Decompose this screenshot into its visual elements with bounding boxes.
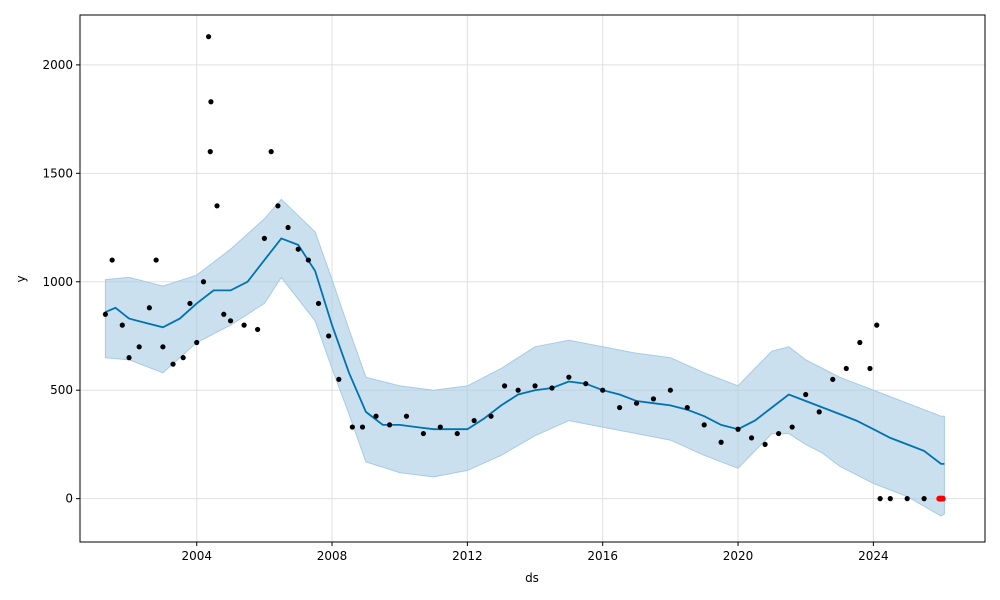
observed-point <box>583 381 589 387</box>
observed-point <box>109 257 115 263</box>
observed-point <box>877 496 883 502</box>
observed-point <box>373 413 379 419</box>
observed-point <box>617 404 623 411</box>
observed-point <box>268 149 274 155</box>
y-axis-label: y <box>14 275 28 282</box>
observed-point <box>221 311 227 317</box>
observed-point <box>315 300 322 307</box>
observed-point <box>684 404 690 411</box>
observed-point <box>437 424 443 430</box>
x-tick-label: 2008 <box>317 549 348 563</box>
observed-point <box>904 496 910 502</box>
observed-point <box>170 361 176 367</box>
observed-point <box>180 355 186 361</box>
observed-point <box>667 387 673 393</box>
observed-point <box>532 383 538 389</box>
observed-point <box>126 355 132 361</box>
x-tick-label: 2004 <box>181 549 212 563</box>
x-tick-label: 2020 <box>723 549 754 563</box>
marker-points <box>936 495 946 502</box>
plot-frame <box>79 14 986 543</box>
observed-point <box>735 426 741 432</box>
x-tick-label: 2016 <box>587 549 618 563</box>
observed-point <box>748 435 755 441</box>
uncertainty-band <box>104 198 945 517</box>
observed-point <box>816 409 822 415</box>
observed-point <box>295 246 301 252</box>
observed-point <box>119 322 125 328</box>
observed-point <box>194 339 200 346</box>
observed-point <box>102 311 108 317</box>
observed-point <box>501 383 508 389</box>
observed-point <box>336 376 342 382</box>
y-tick-label: 0 <box>65 492 73 506</box>
observed-point <box>867 365 873 372</box>
forecast-line <box>105 237 945 465</box>
observed-point <box>227 318 234 324</box>
x-tick-label: 2012 <box>452 549 483 563</box>
observed-point <box>650 396 657 402</box>
observed-point-outlier <box>208 99 214 105</box>
observed-point <box>887 496 893 502</box>
observed-point <box>549 385 555 391</box>
observed-points <box>102 34 944 502</box>
observed-point <box>285 224 291 231</box>
observed-point <box>200 279 207 285</box>
observed-point <box>857 339 863 346</box>
observed-point <box>600 387 606 393</box>
observed-point <box>701 422 707 428</box>
x-axis-ticks: 2004 2008 2012 2016 2020 2024 <box>181 542 889 563</box>
observed-point <box>160 344 166 350</box>
observed-point <box>515 387 521 393</box>
y-tick-label: 1500 <box>42 166 73 180</box>
observed-point <box>146 305 152 311</box>
observed-point <box>275 203 281 209</box>
y-tick-label: 500 <box>50 383 73 397</box>
observed-point <box>776 430 782 437</box>
observed-point <box>136 344 142 350</box>
red-marker-point <box>939 495 946 502</box>
observed-point <box>454 430 460 437</box>
observed-point <box>326 333 332 339</box>
observed-point <box>403 413 410 419</box>
observed-point <box>830 376 836 382</box>
observed-point <box>359 424 366 430</box>
observed-point <box>488 413 494 419</box>
observed-point <box>187 300 193 307</box>
observed-point <box>566 374 572 380</box>
observed-point <box>207 149 213 155</box>
y-tick-label: 2000 <box>42 58 73 72</box>
observed-point <box>921 496 927 502</box>
observed-point <box>843 365 849 372</box>
observed-point <box>305 257 311 263</box>
observed-point <box>718 439 724 445</box>
x-tick-label: 2024 <box>858 549 889 563</box>
observed-point <box>261 235 267 241</box>
observed-point <box>471 417 477 424</box>
x-axis-label: ds <box>525 571 539 585</box>
observed-point <box>874 322 880 328</box>
observed-point <box>762 441 768 448</box>
observed-point <box>789 424 795 430</box>
y-tick-label: 1000 <box>42 275 73 289</box>
observed-point-outlier <box>205 34 212 40</box>
observed-point <box>214 203 220 209</box>
observed-point <box>241 322 247 328</box>
observed-point <box>349 424 355 430</box>
observed-point <box>386 422 393 428</box>
observed-point <box>153 257 159 263</box>
observed-point <box>803 391 809 398</box>
y-axis-ticks: 0 500 1000 1500 2000 <box>42 58 80 506</box>
observed-point <box>255 326 261 333</box>
observed-point <box>633 400 640 406</box>
observed-point <box>420 430 426 437</box>
